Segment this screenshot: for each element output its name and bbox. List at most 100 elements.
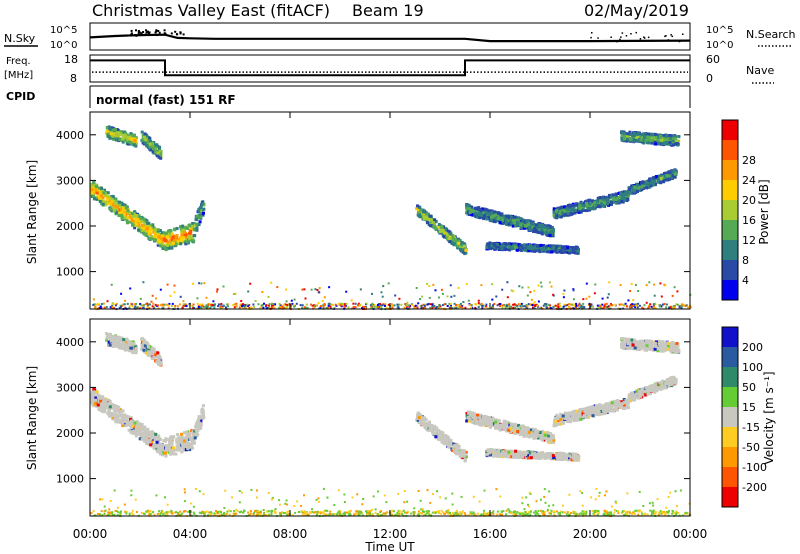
range-cell	[147, 303, 150, 306]
range-cell	[493, 243, 497, 247]
range-cell	[609, 304, 612, 307]
range-cell	[124, 424, 128, 428]
range-cell	[181, 443, 185, 446]
range-cell	[492, 304, 495, 307]
n-search-point	[137, 32, 140, 35]
range-cell	[622, 131, 626, 135]
range-cell	[428, 296, 431, 299]
range-cell	[94, 306, 97, 309]
range-cell	[490, 243, 494, 247]
range-cell	[507, 219, 511, 223]
range-cell	[459, 302, 462, 305]
range-cell	[188, 445, 192, 449]
range-cell	[200, 408, 204, 412]
n-search-point	[625, 35, 628, 37]
range-cell	[163, 303, 166, 306]
range-cell	[196, 420, 200, 424]
range-cell	[103, 407, 107, 411]
range-cell	[126, 346, 130, 350]
range-cell	[176, 242, 180, 245]
range-cell	[558, 249, 562, 253]
range-cell	[105, 405, 109, 409]
n-search-point	[620, 36, 622, 38]
range-cell	[636, 139, 640, 143]
range-cell	[126, 138, 130, 142]
range-cell	[182, 236, 186, 239]
range-cell	[95, 404, 99, 408]
n-search-point	[179, 31, 182, 34]
range-cell	[529, 291, 532, 294]
range-cell	[503, 247, 507, 251]
range-cell	[569, 303, 572, 306]
range-cell	[485, 246, 489, 249]
range-cell	[641, 306, 644, 309]
range-cell	[123, 215, 127, 219]
range-cell	[494, 247, 498, 251]
range-cell	[625, 134, 629, 138]
range-cell	[648, 184, 651, 188]
y-tick-label: 4000	[56, 129, 84, 142]
range-cell	[192, 282, 194, 285]
range-cell	[159, 154, 163, 158]
range-cell	[521, 224, 525, 228]
range-cell	[603, 305, 606, 308]
range-cell	[271, 306, 274, 309]
range-cell	[621, 139, 625, 142]
range-cell	[518, 285, 521, 288]
range-cell	[598, 205, 602, 209]
range-cell	[180, 231, 184, 235]
range-cell	[583, 201, 586, 205]
range-cell	[554, 304, 557, 307]
range-cell	[118, 211, 122, 215]
range-cell	[98, 199, 102, 203]
range-cell	[131, 133, 135, 137]
range-cell	[164, 235, 167, 239]
range-cell	[670, 176, 674, 180]
range-cell	[168, 437, 172, 441]
range-cell	[570, 250, 574, 254]
range-cell	[513, 219, 517, 223]
range-cell	[496, 211, 500, 215]
range-cell	[416, 211, 420, 215]
range-cell	[519, 219, 523, 223]
range-cell	[205, 296, 208, 299]
n-search-point	[134, 34, 137, 36]
range-cell	[201, 213, 205, 217]
range-cell	[654, 307, 657, 310]
range-cell	[198, 282, 201, 285]
range-cell	[566, 213, 569, 217]
range-cell	[525, 219, 529, 223]
range-cell	[154, 442, 158, 446]
range-cell	[169, 294, 172, 297]
range-cell	[107, 412, 111, 416]
range-cell	[675, 303, 678, 306]
range-cell	[653, 304, 655, 307]
range-cell	[141, 304, 144, 307]
range-cell	[642, 137, 646, 141]
range-cell	[148, 431, 152, 434]
range-cell	[442, 225, 446, 229]
range-cell	[92, 197, 96, 201]
range-cell	[114, 134, 118, 138]
range-cell	[103, 399, 107, 403]
range-cell	[168, 448, 172, 452]
range-cell	[635, 188, 639, 192]
range-cell	[213, 307, 216, 310]
range-cell	[661, 175, 665, 179]
range-cell	[664, 284, 667, 287]
range-cell	[638, 304, 641, 307]
range-cell	[122, 416, 126, 420]
range-cell	[193, 234, 197, 238]
range-cell	[442, 229, 446, 233]
range-cell	[563, 245, 567, 249]
range-cell	[329, 305, 332, 308]
range-cell	[614, 198, 618, 201]
n-search-point	[643, 37, 646, 39]
range-cell	[408, 305, 411, 308]
range-cell	[582, 302, 585, 305]
range-cell	[145, 439, 148, 443]
range-cell	[570, 204, 574, 207]
range-cell	[247, 304, 249, 307]
range-cell	[653, 294, 656, 297]
range-cell	[195, 225, 199, 229]
